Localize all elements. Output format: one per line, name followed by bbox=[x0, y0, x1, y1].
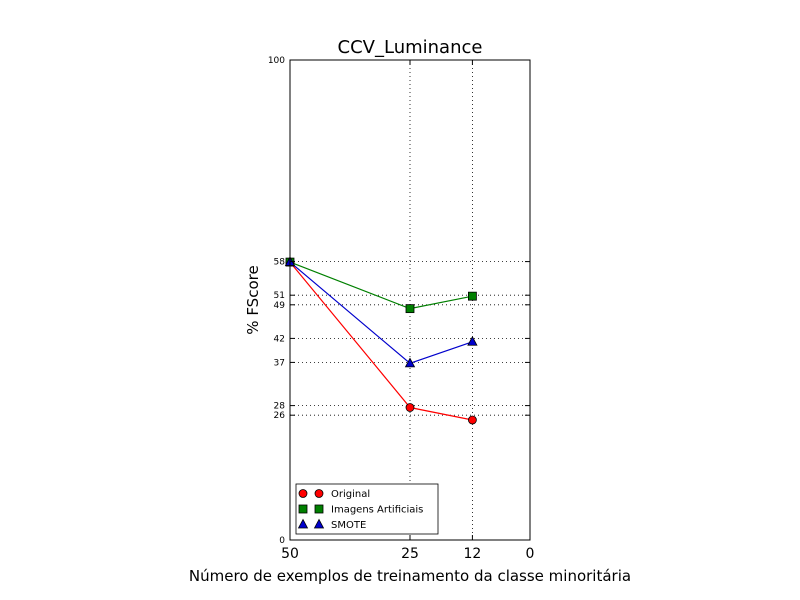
legend-marker-imagens-artificiais bbox=[298, 504, 308, 514]
y-tick-label: 42 bbox=[274, 334, 285, 344]
data-point-smote bbox=[467, 335, 478, 346]
y-tick-label: 26 bbox=[274, 411, 286, 421]
legend: Original Imagens Artificiais SMOTE bbox=[295, 483, 439, 535]
data-point-imagens-artificiais bbox=[467, 291, 477, 301]
legend-label-original: Original bbox=[331, 489, 370, 500]
y-tick-label: 0 bbox=[279, 536, 285, 546]
series-layer bbox=[284, 256, 478, 425]
legend-marker-original bbox=[298, 489, 308, 498]
legend-marker-imagens-artificiais bbox=[314, 504, 324, 514]
x-axis-label: Número de exemplos de treinamento da cla… bbox=[189, 567, 631, 585]
series-line-smote bbox=[289, 261, 473, 365]
data-point-original bbox=[467, 415, 477, 425]
chart-title: CCV_Luminance bbox=[338, 37, 483, 58]
legend-marker-smote bbox=[297, 518, 309, 529]
y-tick-label: 37 bbox=[274, 358, 285, 368]
y-tick-label: 28 bbox=[274, 402, 286, 412]
grid-lines bbox=[290, 60, 530, 540]
x-tick-label: 0 bbox=[526, 546, 535, 562]
legend-marker-smote bbox=[313, 518, 325, 529]
x-tick-label: 25 bbox=[401, 546, 419, 562]
data-point-imagens-artificiais bbox=[405, 304, 415, 314]
y-axis-label: % FScore bbox=[244, 265, 262, 334]
legend-label-smote: SMOTE bbox=[331, 520, 366, 531]
legend-label-imagens-artificiais: Imagens Artificiais bbox=[331, 505, 423, 516]
x-tick-label: 50 bbox=[281, 546, 299, 562]
data-point-original bbox=[405, 403, 415, 412]
legend-marker-original bbox=[314, 489, 324, 498]
y-tick-label: 58 bbox=[274, 258, 286, 268]
x-tick-label: 12 bbox=[463, 546, 481, 562]
y-tick-label: 49 bbox=[274, 301, 286, 311]
y-tick-label: 51 bbox=[274, 291, 285, 301]
data-point-smote bbox=[404, 357, 416, 368]
y-tick-label: 100 bbox=[268, 56, 285, 66]
